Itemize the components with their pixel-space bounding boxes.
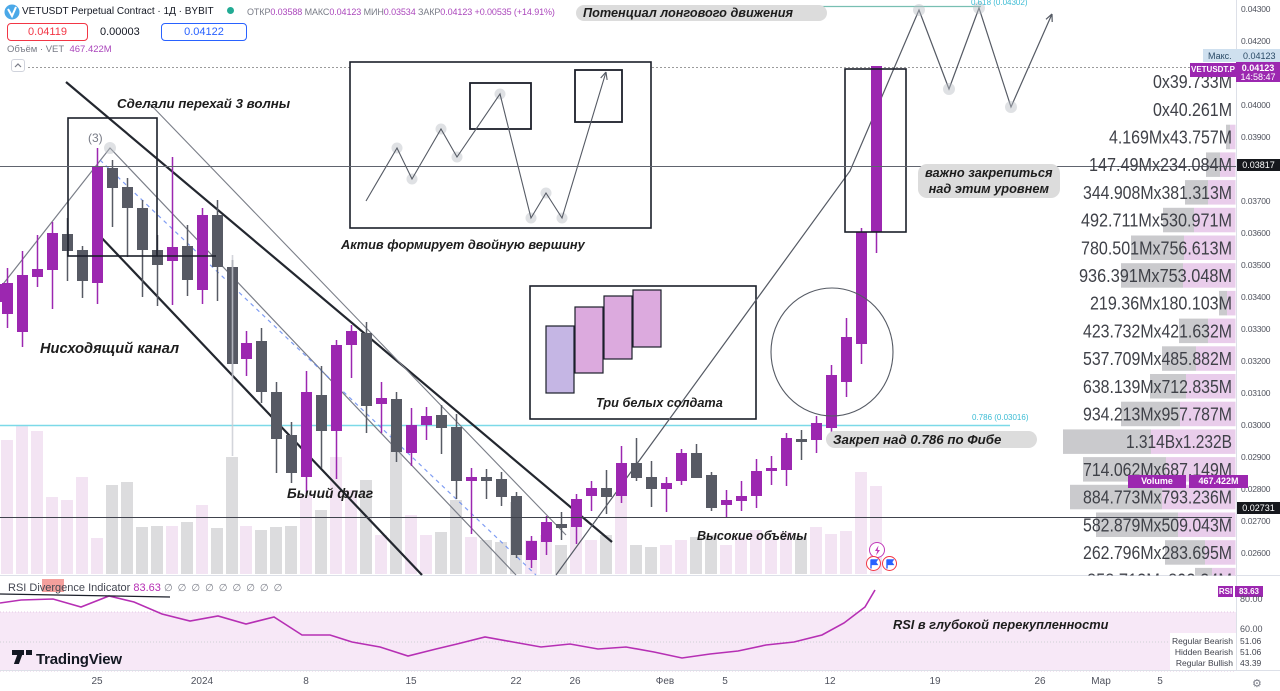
svg-text:537.709Mx485.882M: 537.709Mx485.882M [1083, 348, 1232, 369]
svg-text:884.773Mx793.236M: 884.773Mx793.236M [1083, 487, 1232, 508]
svg-text:344.908Mx381.313M: 344.908Mx381.313M [1083, 182, 1232, 203]
svg-text:219.36Mx180.103M: 219.36Mx180.103M [1090, 293, 1232, 314]
svg-text:492.711Mx530.971M: 492.711Mx530.971M [1081, 210, 1232, 231]
svg-text:0x40.261M: 0x40.261M [1153, 99, 1232, 120]
svg-text:780.501Mx756.613M: 780.501Mx756.613M [1081, 237, 1232, 258]
svg-text:714.062Mx687.149M: 714.062Mx687.149M [1083, 459, 1232, 480]
svg-text:934.213Mx957.787M: 934.213Mx957.787M [1083, 404, 1232, 425]
svg-text:262.796Mx283.695M: 262.796Mx283.695M [1083, 542, 1232, 563]
svg-text:582.879Mx509.043M: 582.879Mx509.043M [1083, 514, 1232, 535]
svg-text:423.732Mx421.632M: 423.732Mx421.632M [1083, 320, 1232, 341]
svg-text:147.49Mx234.084M: 147.49Mx234.084M [1089, 154, 1232, 175]
svg-text:1.314Bx1.232B: 1.314Bx1.232B [1126, 431, 1232, 452]
svg-text:4.169Mx43.757M: 4.169Mx43.757M [1109, 127, 1232, 148]
svg-text:936.391Mx753.048M: 936.391Mx753.048M [1079, 265, 1232, 286]
svg-text:858.713Mx893.24M: 858.713Mx893.24M [1087, 570, 1232, 591]
svg-text:638.139Mx712.835M: 638.139Mx712.835M [1083, 376, 1232, 397]
